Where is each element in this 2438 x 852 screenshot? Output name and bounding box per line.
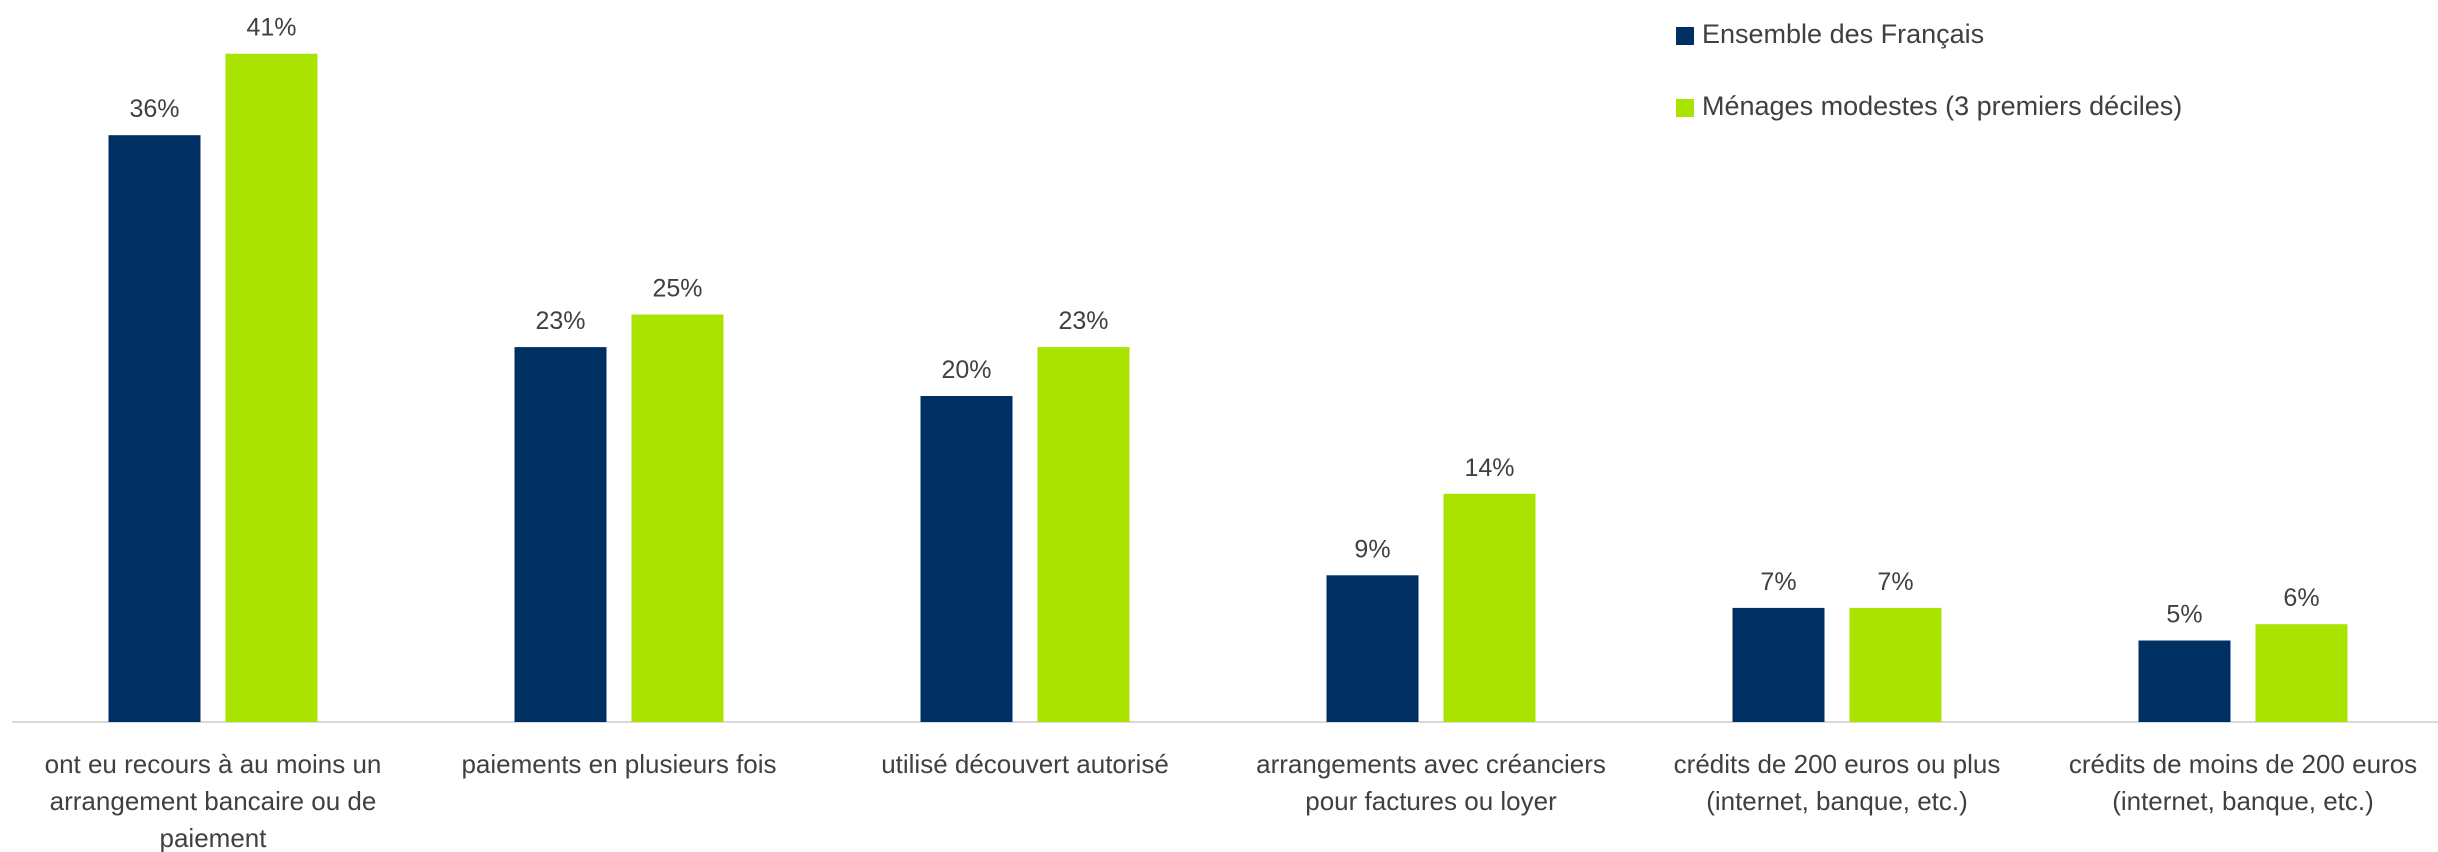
value-label: 23%: [535, 307, 585, 335]
bar: [225, 53, 318, 722]
legend-label: Ensemble des Français: [1702, 19, 1984, 49]
value-label: 20%: [941, 356, 991, 384]
value-label: 9%: [1354, 535, 1390, 563]
bar: [108, 135, 201, 722]
value-label: 7%: [1877, 568, 1913, 596]
legend-swatch: [1676, 27, 1694, 45]
bar: [920, 396, 1013, 722]
value-label: 36%: [129, 95, 179, 123]
value-label: 14%: [1464, 454, 1514, 482]
bar: [514, 347, 607, 722]
value-label: 6%: [2283, 584, 2319, 612]
legend-label: Ménages modestes (3 premiers déciles): [1702, 91, 2182, 121]
x-tick-label: crédits de moins de 200 euros (internet,…: [2068, 749, 2418, 816]
bar: [1849, 607, 1942, 722]
bar: [2255, 624, 2348, 722]
legend-swatch: [1676, 99, 1694, 117]
bar: [1732, 607, 1825, 722]
x-tick-label: arrangements avec créanciers pour factur…: [1256, 749, 1606, 816]
value-label: 23%: [1058, 307, 1108, 335]
x-tick-label: utilisé découvert autorisé: [881, 749, 1169, 779]
bar: [1326, 575, 1419, 722]
value-label: 5%: [2166, 601, 2202, 629]
value-label: 25%: [652, 275, 702, 303]
value-label: 7%: [1760, 568, 1796, 596]
value-label: 41%: [246, 14, 296, 42]
bar: [1037, 347, 1130, 722]
bar: [1443, 493, 1536, 722]
x-tick-label: ont eu recours à au moins un arrangement…: [44, 749, 382, 852]
x-tick-label: paiements en plusieurs fois: [461, 749, 777, 779]
x-tick-label: crédits de 200 euros ou plus (internet, …: [1673, 749, 2001, 816]
bar: [2138, 640, 2231, 722]
bar: [631, 314, 724, 722]
